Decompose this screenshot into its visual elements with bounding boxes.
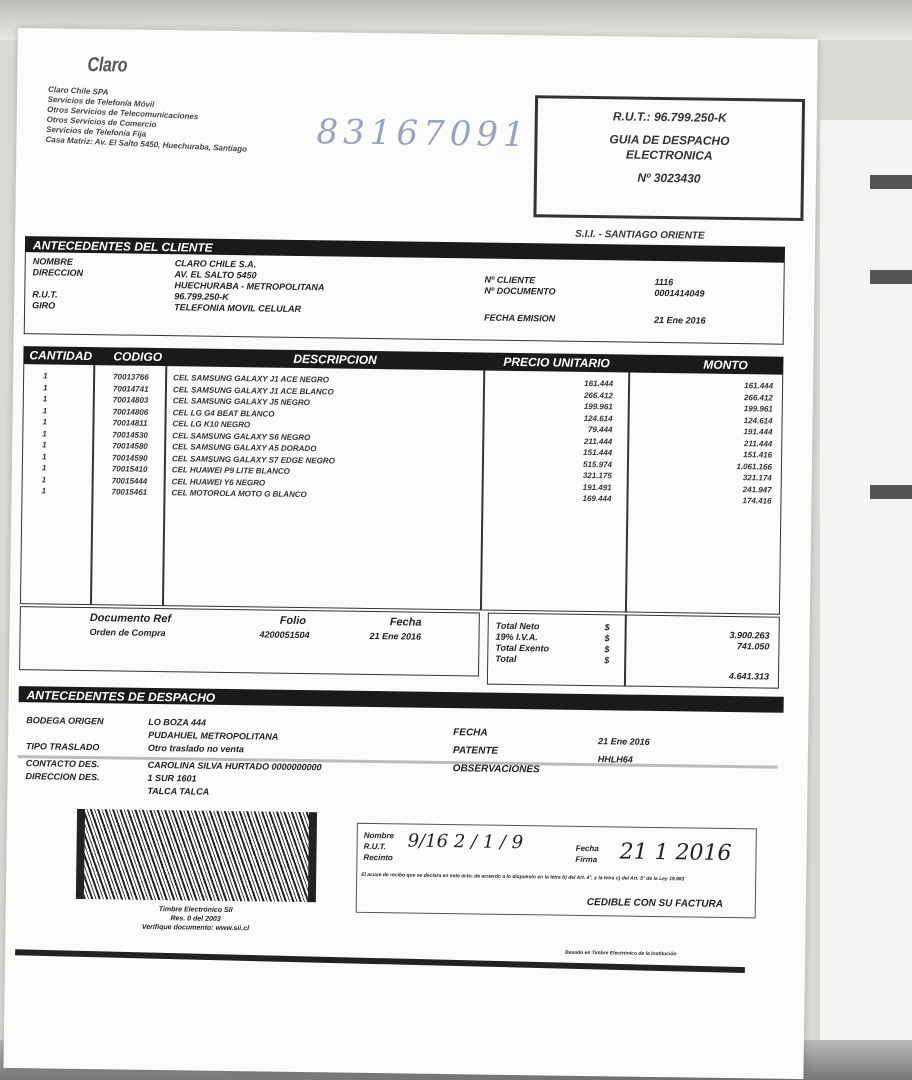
company-address: Claro Chile SPA Servicios de Telefonía M… [45, 85, 249, 155]
dispatch-labels: BODEGA ORIGEN TIPO TRASLADO CONTACTO DES.… [25, 715, 104, 783]
adjacent-page-bar [870, 485, 912, 499]
cell-cantidad: 1 [43, 371, 48, 381]
client-values: CLARO CHILE S.A. AV. EL SALTO 5450 HUECHUR… [174, 258, 325, 314]
cell-monto: 174.416 [742, 496, 772, 506]
legal-text: El acuse de recibo que se declara en est… [361, 871, 685, 883]
stamp-caption: Timbre Electrónico SII Res. 0 del 2003 Ver… [141, 906, 250, 933]
cell-codigo: 70015410 [111, 464, 148, 474]
document-id-box: R.U.T.: 96.799.250-K GUIA DE DESPACHO ELE… [533, 95, 806, 221]
ref-doc-value: Orden de Compra [89, 627, 166, 639]
col-descripcion: DESCRIPCION [293, 351, 377, 368]
ref-date-value: 21 Ene 2016 [369, 630, 422, 642]
receipt-date-labels: Fecha Firma [575, 843, 599, 865]
col-cantidad: CANTIDAD [29, 348, 93, 364]
totals-labels: Total Neto 19% I.V.A. Total Exento Total [495, 620, 550, 665]
dispatch-section-header: ANTECEDENTES DE DESPACHO [18, 686, 784, 713]
cell-cantidad: 1 [42, 428, 47, 438]
adjacent-page-bar [870, 175, 912, 189]
ref-date-header: Fecha [389, 616, 422, 629]
sii-office: S.I.I. - SANTIAGO ORIENTE [575, 228, 705, 242]
client-labels: NOMBRE DIRECCION R.U.T. GIRO [32, 256, 84, 311]
cell-cantidad: 1 [41, 486, 47, 496]
handwritten-date: 21 1 2016 [619, 839, 732, 867]
dispatch-right-labels: FECHA PATENTE OBSERVACIONES [452, 727, 540, 776]
cell-codigo: 70014811 [112, 418, 148, 428]
footer-note: Basado en Timbre Electrónico de la Insti… [565, 949, 677, 958]
cell-codigo: 70015461 [111, 487, 148, 497]
issuer-rut: R.U.T.: 96.799.250-K [612, 109, 727, 125]
document-title: GUIA DE DESPACHO ELECTRONICA [609, 132, 730, 163]
cell-cantidad: 1 [41, 451, 47, 461]
adjacent-page [820, 120, 912, 1040]
cell-codigo: 70014590 [111, 452, 148, 463]
receipt-labels: Nombre R.U.T. Recinto [363, 830, 395, 863]
client-right-values: 1116 0001414049 21 Ene 2016 [653, 276, 706, 326]
divider [17, 755, 778, 769]
cell-codigo: 70014803 [112, 395, 149, 405]
ref-folio-value: 4200051504 [259, 629, 310, 641]
cell-cantidad: 1 [42, 405, 48, 415]
ref-doc-header: Documento Ref [89, 612, 172, 626]
company-logo: Claro [87, 53, 128, 77]
cell-cantidad: 1 [42, 394, 48, 404]
dispatch-guide-document: Claro Claro Chile SPA Servicios de Telef… [3, 28, 818, 1080]
cell-cantidad: 1 [41, 463, 47, 473]
receipt-box: Nombre R.U.T. Recinto 9/16 2 / 1 / 9 Fecha… [355, 822, 757, 919]
cell-cantidad: 1 [42, 382, 48, 392]
document-number: Nº 3023430 [637, 170, 701, 186]
cell-cantidad: 1 [41, 474, 47, 484]
cell-codigo: 70014580 [112, 441, 148, 451]
cedible-label: CEDIBLE CON SU FACTURA [586, 897, 724, 910]
col-precio-unitario: PRECIO UNITARIO [503, 354, 610, 371]
adjacent-page-bar [870, 270, 912, 284]
cell-codigo: 70014806 [112, 406, 149, 417]
pdf417-stamp-barcode [75, 808, 318, 903]
cell-cantidad: 1 [42, 417, 48, 427]
col-codigo: CODIGO [113, 349, 163, 365]
totals-currency: $ $ $ $ [604, 622, 610, 666]
handwritten-receiver: 9/16 2 / 1 / 9 [407, 830, 524, 854]
col-monto: MONTO [703, 357, 748, 373]
cell-codigo: 70014741 [112, 383, 149, 394]
cell-precio-unitario: 169.444 [582, 493, 612, 504]
totals-values: 3.900.263 741.050 4.641.313 [728, 629, 770, 682]
cell-codigo: 70014530 [112, 429, 148, 440]
handwritten-number: 83167091 [316, 112, 530, 156]
ref-folio-header: Folio [279, 614, 307, 628]
client-right-labels: Nº CLIENTE Nº DOCUMENTO FECHA EMISION [483, 274, 556, 324]
cell-codigo: 70015444 [111, 475, 148, 486]
cell-cantidad: 1 [42, 440, 47, 450]
cell-codigo: 70013766 [113, 372, 149, 382]
